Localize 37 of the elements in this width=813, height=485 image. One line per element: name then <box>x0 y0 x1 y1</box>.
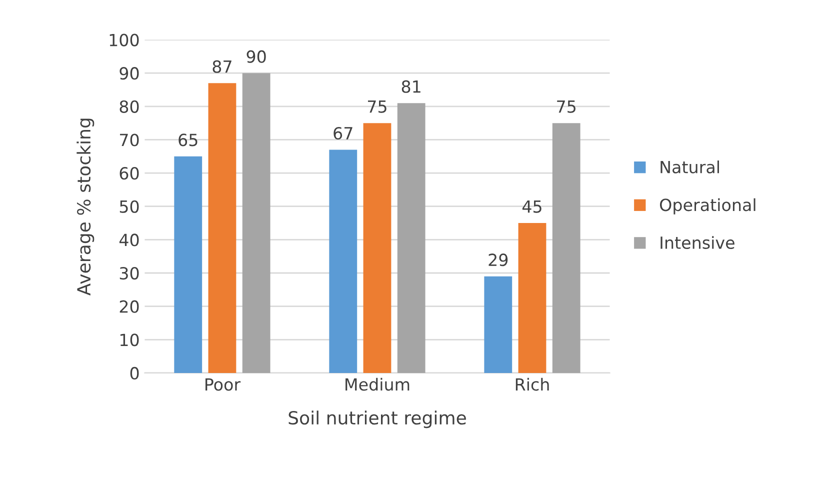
x-tick-label: Medium <box>346 378 410 391</box>
y-tick-label: 90 <box>120 67 139 80</box>
bar <box>484 276 512 373</box>
data-label: 29 <box>488 254 508 266</box>
y-tick-label: 40 <box>119 234 139 246</box>
y-tick-label: 60 <box>120 167 139 180</box>
legend-label: Natural <box>660 160 719 174</box>
y-tick-label: 80 <box>120 100 139 113</box>
x-tick-label: Poor <box>206 378 241 391</box>
y-tick-label: 50 <box>120 200 139 213</box>
bar <box>329 150 358 373</box>
y-tick-label: 70 <box>120 134 139 146</box>
bar <box>397 103 426 373</box>
data-label: 67 <box>334 126 352 140</box>
bar <box>242 73 270 373</box>
bar <box>174 156 202 373</box>
bar <box>363 123 392 373</box>
data-label: 65 <box>178 134 198 146</box>
y-tick-label: 30 <box>120 266 139 280</box>
y-tick-label: 100 <box>110 34 139 46</box>
bar <box>552 123 580 373</box>
y-tick-label: 20 <box>120 300 139 313</box>
legend-label: Intensive <box>660 236 734 249</box>
data-label: 45 <box>522 200 542 213</box>
data-label: 75 <box>557 100 576 113</box>
y-axis-title: Average % stocking <box>76 118 94 296</box>
data-label: 75 <box>368 100 386 113</box>
x-axis-title: Soil nutrient regime <box>288 410 466 428</box>
x-tick-label: Rich <box>516 378 549 391</box>
data-label: 81 <box>402 80 420 93</box>
bar <box>518 223 546 373</box>
y-tick-label: 10 <box>120 334 139 346</box>
data-label: 90 <box>246 50 266 63</box>
y-tick-label: 0 <box>130 366 139 380</box>
data-label: 87 <box>212 60 232 73</box>
bar <box>208 83 236 373</box>
legend-label: Operational <box>660 198 756 214</box>
